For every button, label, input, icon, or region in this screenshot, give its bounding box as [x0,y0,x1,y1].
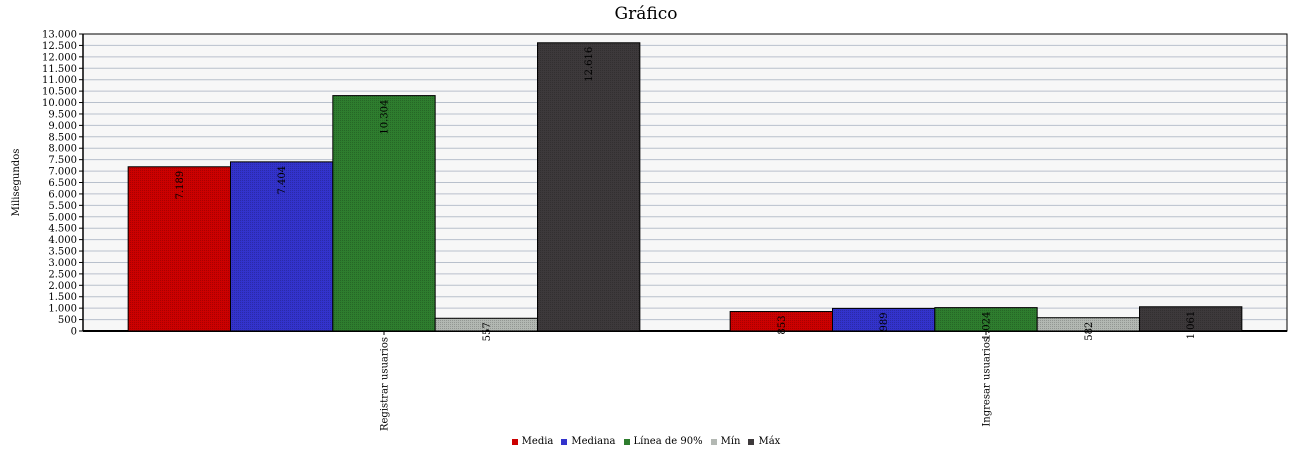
data-label: 7.189 [175,171,186,200]
y-tick-label: 1.500 [48,292,77,303]
y-tick-label: 0 [71,327,77,338]
y-tick-label: 6.500 [48,178,77,189]
y-tick-label: 5.000 [48,212,77,223]
y-tick-label: 3.000 [48,258,77,269]
x-tick-label: Ingresar usuarios [982,337,993,427]
y-tick-label: 8.000 [48,144,77,155]
data-label: 989 [879,312,890,331]
x-tick-label: Registrar usuarios [380,337,391,431]
legend-label: Mín [720,436,741,447]
legend-item: Máx [748,436,780,447]
legend-item: Línea de 90% [623,436,703,447]
y-tick-label: 7.000 [48,167,77,178]
data-label: 12.616 [584,47,595,82]
legend-item: Mediana [561,436,616,447]
legend-swatch [561,438,568,445]
legend-label: Máx [758,436,781,447]
chart-title: Gráfico [614,4,678,24]
legend-item: Media [511,436,554,447]
y-tick-label: 11.000 [42,75,77,86]
y-tick-label: 4.000 [48,235,77,246]
y-tick-label: 4.500 [48,224,77,235]
data-label: 1.024 [982,312,993,341]
y-axis-label: Milisegundos [11,149,22,217]
legend-swatch [623,438,630,445]
y-tick-label: 11.500 [42,64,77,75]
legend-label: Línea de 90% [633,436,703,447]
y-tick-label: 1.000 [48,304,77,315]
legend-item: Mín [710,436,741,447]
bar [537,42,641,332]
bar [127,166,231,332]
y-tick-label: 8.500 [48,132,77,143]
bar [229,161,334,332]
y-tick-label: 12.000 [42,52,77,63]
data-label: 7.404 [277,166,288,195]
bar [1139,306,1243,332]
legend-swatch [511,438,518,445]
y-tick-label: 12.500 [42,41,77,52]
legend: Media Mediana Línea de 90% Mín Máx [0,436,1292,447]
y-tick-label: 2.500 [48,269,77,280]
legend-swatch [748,438,755,445]
data-label: 582 [1084,322,1095,341]
bar [332,95,436,332]
data-label: 853 [777,316,788,335]
y-tick-label: 6.000 [48,189,77,200]
data-label: 557 [482,322,493,341]
legend-label: Mediana [571,436,616,447]
legend-label: Media [521,436,554,447]
legend-swatch [710,438,717,445]
data-label: 10.304 [380,100,391,135]
y-tick-label: 9.000 [48,121,77,132]
data-label: 1.061 [1186,311,1197,340]
y-tick-label: 500 [58,315,77,326]
y-tick-label: 2.000 [48,281,77,292]
y-tick-label: 5.500 [48,201,77,212]
y-tick-label: 10.000 [42,98,77,109]
y-tick-label: 7.500 [48,155,77,166]
y-tick-label: 13.000 [42,30,77,41]
y-tick-label: 3.500 [48,247,77,258]
y-tick-label: 9.500 [48,109,77,120]
y-tick-label: 10.500 [42,87,77,98]
